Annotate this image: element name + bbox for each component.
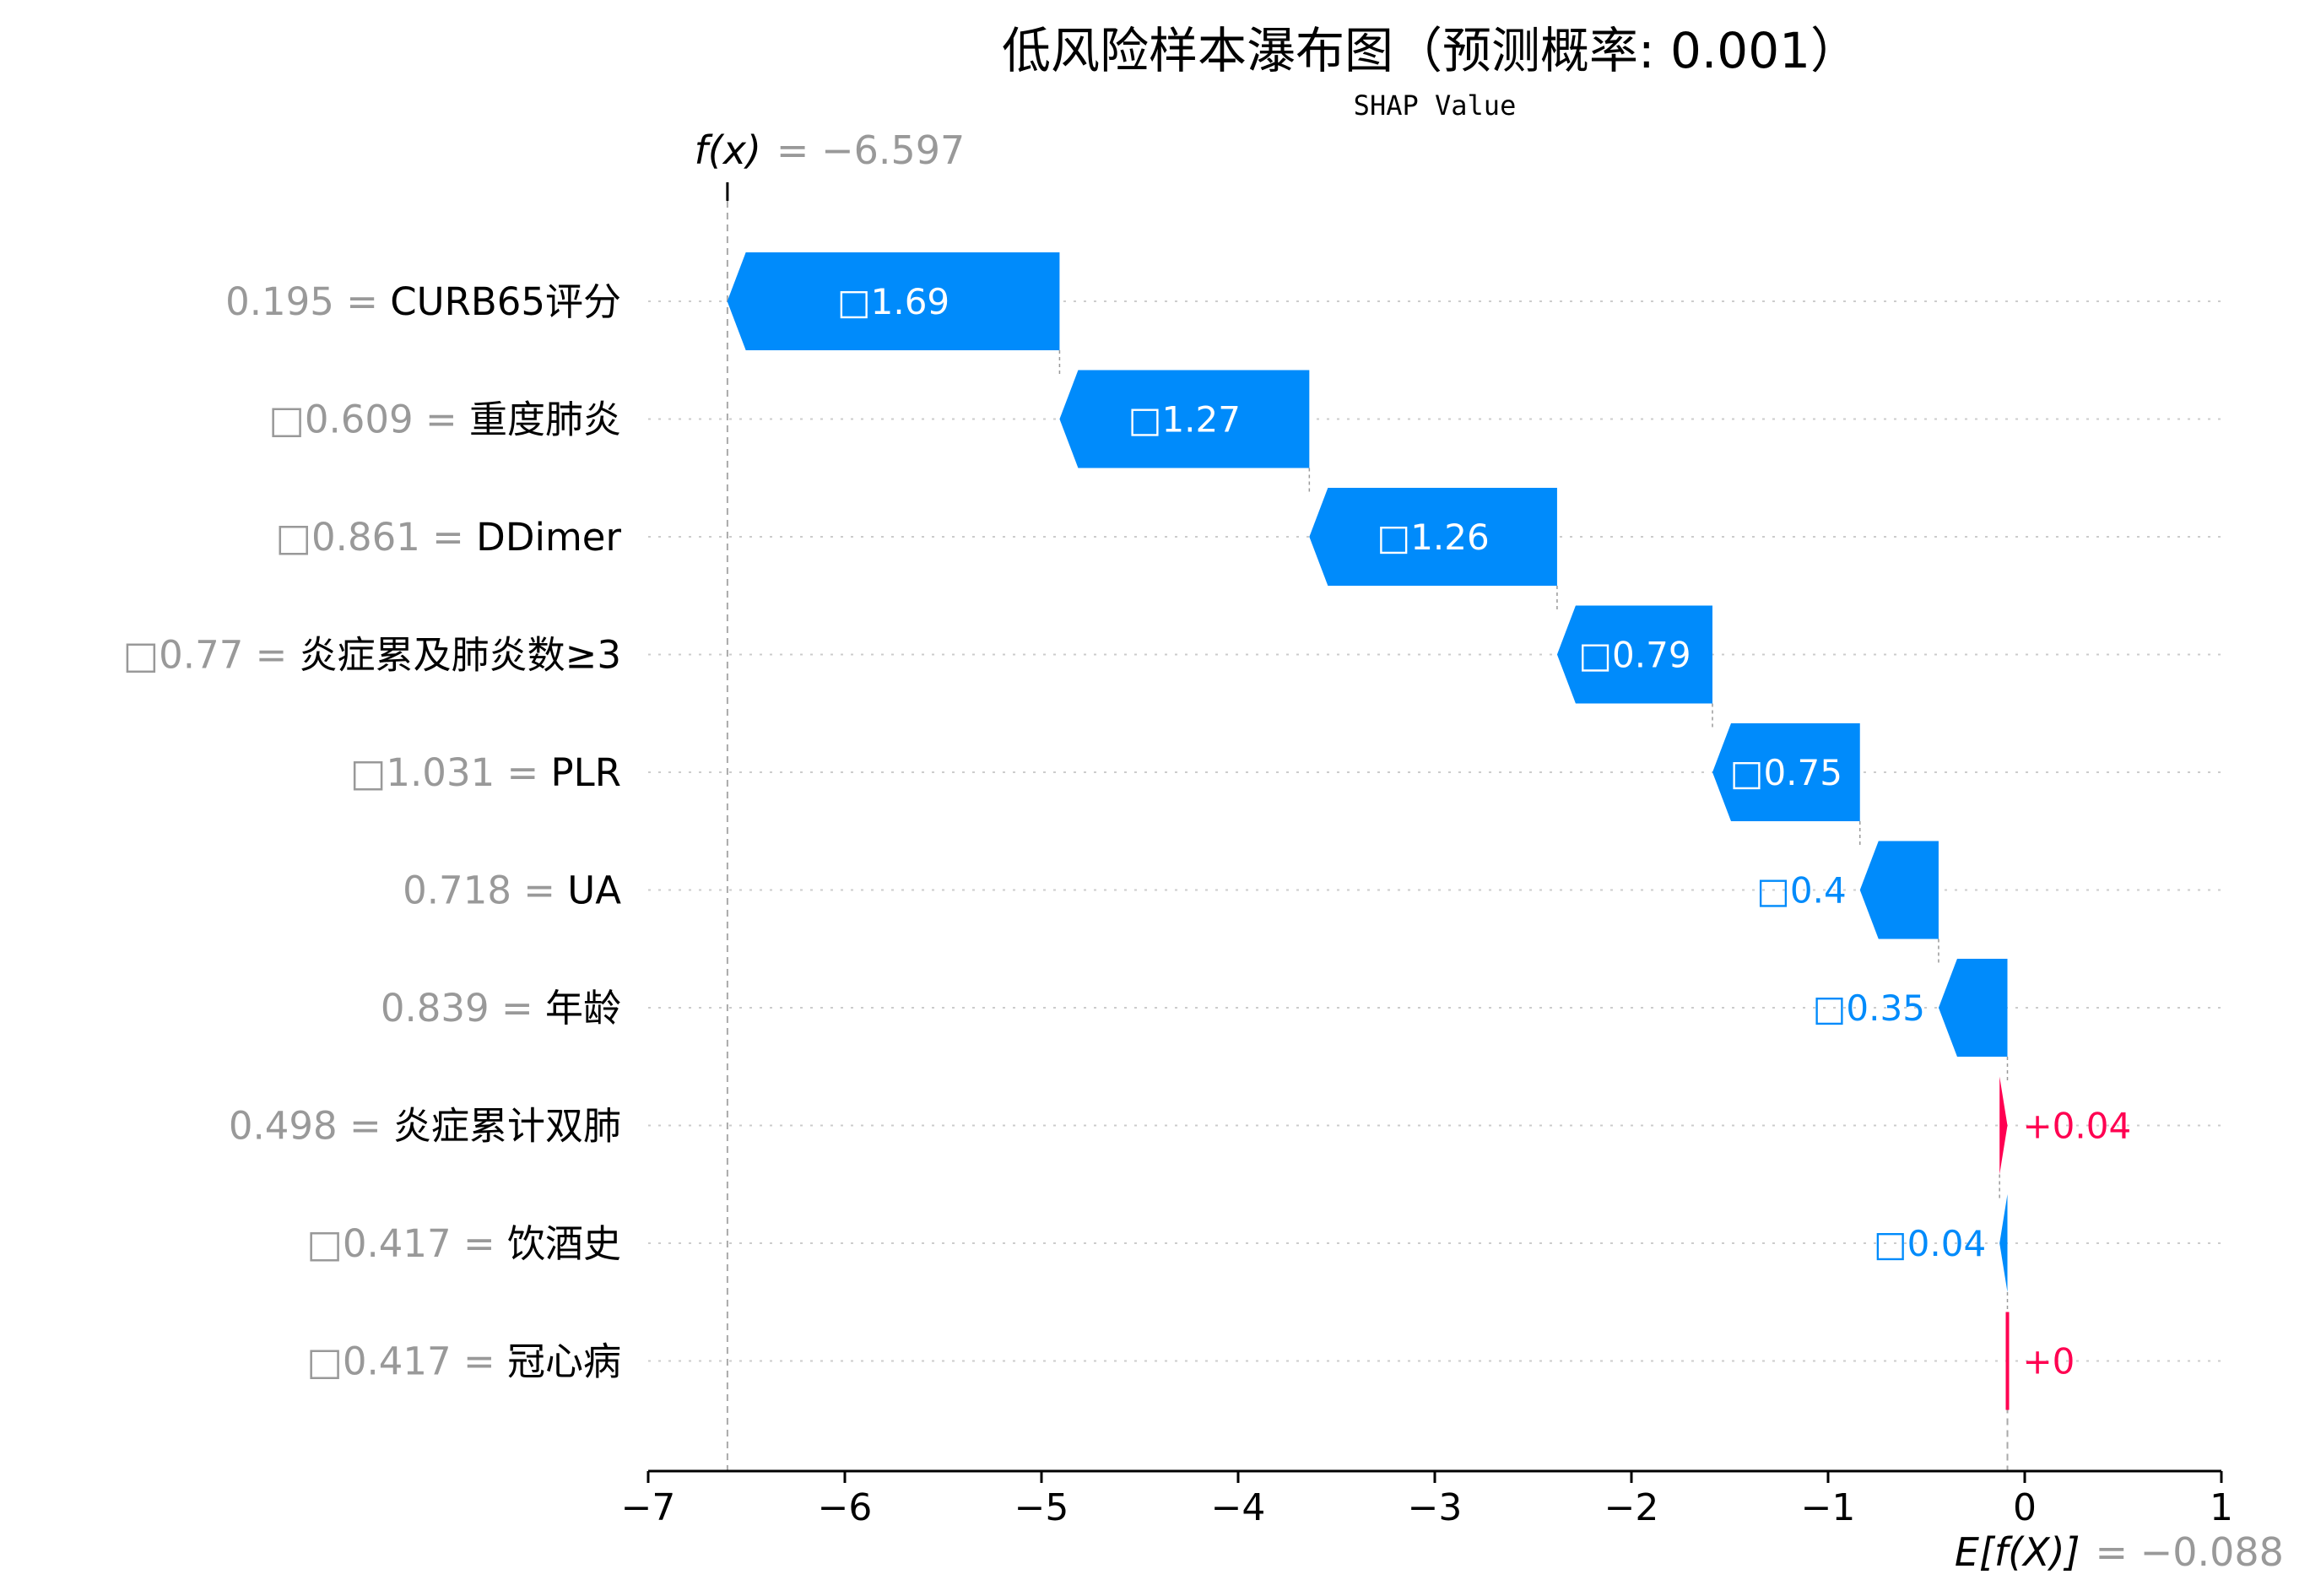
efx-annotation: E[f(X)] = −0.088: [1955, 1529, 2284, 1575]
feature-value: 0.498 =: [229, 1104, 393, 1149]
bars-group: □1.69 □1.27 □1.26 □0.79 □0.75 □0.4 □0.35 +0.04 □…: [727, 252, 2131, 1410]
feature-labels: 0.195 = CURB65评分 □0.609 = 重度肺炎 □0.861 = DD…: [123, 279, 622, 1384]
feature-name: 炎症累及肺炎数≥3: [300, 633, 621, 678]
chart-title: 低风险样本瀑布图（预测概率: 0.001）: [1002, 22, 1859, 79]
feature-label: □0.609 = 重度肺炎: [268, 398, 621, 442]
feature-name: 年龄: [545, 986, 621, 1031]
feature-label: □0.417 = 冠心病: [306, 1339, 621, 1384]
feature-name: UA: [567, 868, 621, 913]
bar-value-label: □1.27: [1128, 399, 1241, 441]
feature-name: 饮酒史: [507, 1221, 621, 1266]
bar-value-label: □0.04: [1874, 1223, 1986, 1264]
feature-label: □1.031 = PLR: [350, 750, 621, 795]
reference-lines: [726, 182, 2009, 1471]
bar-value-label: +0: [2022, 1341, 2075, 1382]
feature-name: 重度肺炎: [469, 398, 621, 442]
chart-subtitle: SHAP Value: [1354, 89, 1517, 122]
shap-bar: [1859, 841, 1939, 939]
feature-name: CURB65评分: [390, 279, 621, 324]
feature-name: DDimer: [476, 515, 621, 560]
feature-value: □0.609 =: [268, 398, 469, 442]
shap-bar: [1556, 605, 1712, 704]
efx-label: E[f(X)]: [1955, 1529, 2080, 1575]
bar-value-label: □0.75: [1730, 752, 1842, 793]
feature-label: 0.718 = UA: [403, 868, 621, 913]
x-tick-label: −4: [1211, 1486, 1266, 1529]
feature-name: 冠心病: [507, 1339, 621, 1384]
shap-bar: [1999, 1194, 2008, 1292]
shap-bar: [1309, 488, 1557, 586]
feature-value: □1.031 =: [350, 750, 551, 795]
feature-name: 炎症累计双肺: [393, 1104, 621, 1149]
shap-bar: [1999, 1076, 2008, 1175]
fx-label: f(x): [695, 127, 761, 173]
feature-value: □0.417 =: [306, 1221, 507, 1266]
feature-label: 0.195 = CURB65评分: [225, 279, 621, 324]
x-tick-label: 1: [2210, 1486, 2233, 1529]
x-tick-label: −2: [1604, 1486, 1659, 1529]
shap-bar: [1059, 370, 1310, 468]
x-tick-label: −3: [1408, 1486, 1463, 1529]
feature-value: 0.718 =: [403, 868, 567, 913]
x-tick-label: −1: [1801, 1486, 1856, 1529]
x-tick-label: −6: [818, 1486, 873, 1529]
feature-value: □0.77 =: [123, 633, 300, 678]
bar-value-label: +0.04: [2022, 1106, 2131, 1147]
shap-bar: [727, 252, 1060, 350]
feature-label: 0.498 = 炎症累计双肺: [229, 1104, 621, 1149]
feature-value: 0.839 =: [381, 986, 545, 1031]
fx-annotation: f(x) = −6.597: [695, 127, 966, 173]
feature-label: □0.861 = DDimer: [276, 515, 622, 560]
bar-value-label: □1.69: [837, 281, 949, 322]
fx-value: = −6.597: [776, 127, 965, 173]
bar-value-label: □0.79: [1578, 635, 1691, 676]
x-tick-label: −7: [621, 1486, 676, 1529]
feature-value: □0.861 =: [276, 515, 477, 560]
bar-value-label: □1.26: [1377, 517, 1490, 558]
shap-bar: [1712, 723, 1860, 821]
feature-label: □0.77 = 炎症累及肺炎数≥3: [123, 633, 621, 678]
x-tick-label: −5: [1014, 1486, 1069, 1529]
bar-value-label: □0.4: [1756, 870, 1846, 912]
feature-label: □0.417 = 饮酒史: [306, 1221, 621, 1266]
x-axis: −7 −6 −5 −4 −3 −2 −1 0 1: [621, 1469, 2233, 1529]
feature-label: 0.839 = 年龄: [381, 986, 621, 1031]
feature-value: 0.195 =: [225, 279, 390, 324]
shap-bar: [1938, 959, 2008, 1057]
bar-value-label: □0.35: [1813, 987, 1925, 1029]
row-gridlines: [648, 300, 2221, 1362]
feature-name: PLR: [551, 750, 621, 795]
efx-value: = −0.088: [2095, 1529, 2283, 1575]
x-tick-label: 0: [2013, 1486, 2037, 1529]
feature-value: □0.417 =: [306, 1339, 507, 1384]
